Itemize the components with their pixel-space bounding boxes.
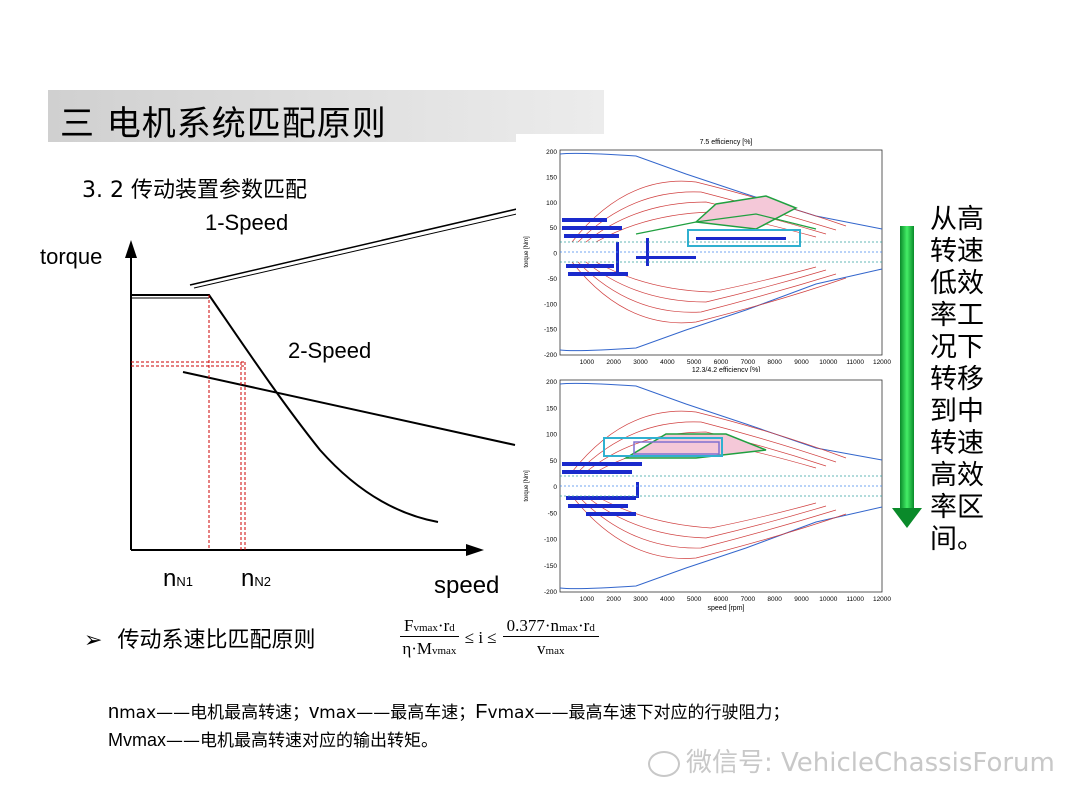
side-note: 从高 转速 低效 率工 况下 转移 到中 转速 高效 率区 间。 [926, 204, 988, 556]
side-note-row: 到中 [930, 396, 984, 427]
y-tick-label: 200 [546, 379, 557, 386]
x-tick-label: 12000 [873, 359, 891, 366]
title-bar [48, 90, 604, 142]
principle-label: 传动系速比匹配原则 [117, 628, 316, 653]
x-tick-label: 11000 [846, 596, 864, 603]
side-note-row: 率工 [930, 300, 984, 331]
x-tick-label: 5000 [687, 359, 702, 366]
top-plot-ylabel: torque [Nm] [524, 236, 530, 268]
bottom-plot-ylabel: torque [Nm] [524, 470, 530, 502]
y-tick-label: -200 [544, 352, 557, 359]
x-tick-label: 6000 [714, 596, 729, 603]
x-tick-label: 9000 [794, 596, 809, 603]
top-plot-xlabel: 12.3/4.2 efficiency [%] [692, 367, 760, 374]
side-note-row: 低效 [930, 268, 984, 299]
n2-label: nN2 [241, 565, 271, 592]
y-tick-label: 150 [546, 174, 557, 181]
x-tick-label: 2000 [606, 596, 621, 603]
n1-label: nN1 [163, 565, 193, 592]
y-tick-label: -100 [544, 537, 557, 544]
x-tick-label: 8000 [767, 596, 782, 603]
y-tick-label: -100 [544, 301, 557, 308]
y-tick-label: 50 [550, 225, 558, 232]
x-tick-label: 3000 [633, 359, 648, 366]
down-arrow-icon [892, 226, 922, 528]
y-tick-label: 50 [550, 458, 558, 465]
principle-line: ➢ 传动系速比匹配原则 [84, 622, 315, 654]
x-tick-label: 7000 [741, 596, 756, 603]
y-tick-label: 100 [546, 200, 557, 207]
ratio-formula: Fvmax·rd η·Mvmax ≤ i ≤ 0.377·nmax·rd vma… [400, 616, 599, 659]
y-tick-label: -150 [544, 327, 557, 334]
y-tick-label: 0 [553, 251, 557, 258]
watermark: 微信号: VehicleChassisForum [648, 742, 1055, 779]
top-plot-title: 7.5 efficiency [%] [700, 139, 753, 146]
x-tick-label: 2000 [606, 359, 621, 366]
slide-title: 三 电机系统匹配原则 [60, 104, 387, 144]
x-tick-label: 1000 [580, 596, 595, 603]
x-tick-label: 5000 [687, 596, 702, 603]
side-note-row: 从高 [930, 204, 984, 235]
x-tick-label: 9000 [794, 359, 809, 366]
x-tick-label: 12000 [873, 596, 891, 603]
x-tick-label: 10000 [819, 359, 837, 366]
x-tick-label: 10000 [819, 596, 837, 603]
wechat-icon [648, 750, 680, 777]
x-tick-label: 6000 [714, 359, 729, 366]
y-tick-label: -200 [544, 589, 557, 596]
y-axis-label: torque [40, 244, 103, 269]
bullet-icon: ➢ [84, 628, 103, 653]
efficiency-map-bottom: 200 150 100 50 0 -50 -100 -150 -200 1000 2000 3000… [516, 372, 896, 612]
section-subtitle: 3. 2 传动装置参数匹配 [82, 178, 307, 203]
y-tick-label: -50 [548, 510, 558, 517]
side-note-row: 转速 [930, 428, 984, 459]
y-tick-label: 100 [546, 432, 557, 439]
y-tick-label: 200 [546, 149, 557, 156]
x-tick-label: 1000 [580, 359, 595, 366]
x-tick-label: 7000 [741, 359, 756, 366]
note-line-2: Mvmax——电机最高转速对应的输出转矩。 [108, 730, 438, 751]
y-tick-label: -150 [544, 563, 557, 570]
side-note-row: 高效 [930, 460, 984, 491]
x-tick-label: 3000 [633, 596, 648, 603]
side-note-row: 间。 [930, 524, 984, 555]
x-axis-label: speed [434, 572, 500, 599]
x-tick-label: 11000 [846, 359, 864, 366]
side-note-row: 转速 [930, 236, 984, 267]
x-tick-label: 4000 [660, 359, 675, 366]
y-tick-label: -50 [548, 276, 558, 283]
y-tick-label: 0 [553, 484, 557, 491]
side-note-row: 况下 [930, 332, 984, 363]
label-2speed: 2-Speed [288, 338, 372, 363]
x-tick-label: 8000 [767, 359, 782, 366]
label-1speed: 1-Speed [205, 210, 289, 235]
x-tick-label: 4000 [660, 596, 675, 603]
bottom-plot-xlabel: speed [rpm] [708, 605, 745, 612]
note-line-1: nmax——电机最高转速；vmax——最高车速；Fvmax——最高车速下对应的行… [108, 701, 790, 723]
efficiency-map-top: 7.5 efficiency [%] 200 150 100 50 0 -50 -100 -1… [516, 134, 896, 374]
side-note-row: 率区 [930, 492, 984, 523]
y-tick-label: 150 [546, 405, 557, 412]
side-note-row: 转移 [930, 364, 984, 395]
